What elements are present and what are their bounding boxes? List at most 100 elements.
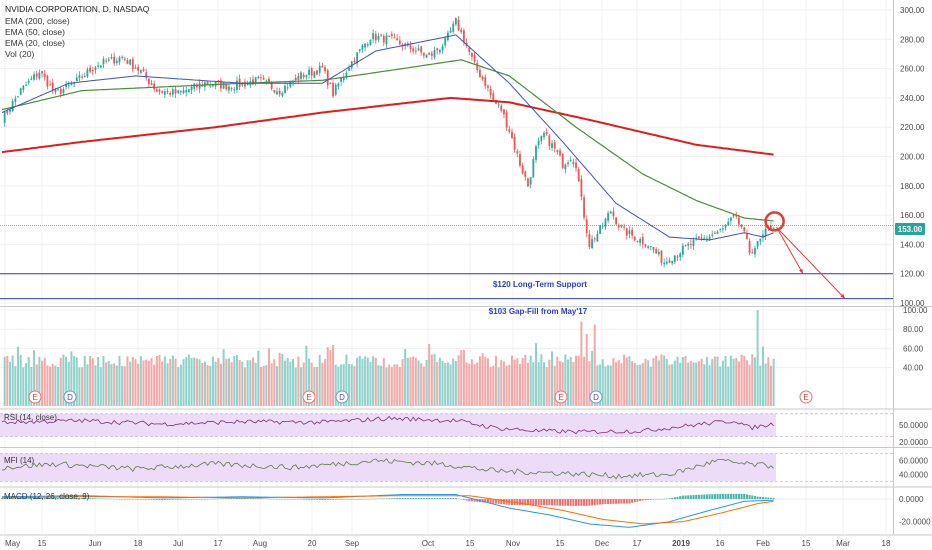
candle-body bbox=[126, 60, 129, 64]
candle-body bbox=[286, 87, 289, 89]
candle-body bbox=[649, 246, 652, 248]
macd-histogram-bar bbox=[593, 499, 596, 506]
mfi-pane-label[interactable]: MFI (14) bbox=[4, 456, 35, 465]
macd-histogram-bar bbox=[185, 499, 188, 500]
macd-histogram-bar bbox=[711, 494, 714, 500]
candle-body bbox=[532, 158, 535, 178]
time-tick-label: May bbox=[5, 539, 20, 548]
mfi-axis[interactable]: 60.0000 40.0000 bbox=[899, 457, 928, 480]
time-tick-label: Dec bbox=[595, 539, 609, 548]
ema-lines bbox=[1, 34, 774, 241]
macd-histogram-bar bbox=[70, 498, 73, 500]
macd-axis[interactable]: 0.0000 -20.0000 bbox=[899, 495, 931, 527]
candle-body bbox=[524, 171, 527, 178]
macd-histogram-bar bbox=[422, 498, 425, 500]
dividend-marker[interactable]: D bbox=[335, 390, 349, 404]
marker-circle bbox=[63, 390, 77, 404]
candle-body bbox=[609, 211, 612, 214]
candle-body bbox=[521, 165, 524, 174]
legend-ema50[interactable]: EMA (50, close) bbox=[5, 27, 65, 37]
volume-bar bbox=[697, 361, 700, 406]
candle-body bbox=[655, 248, 658, 254]
candle-body bbox=[177, 90, 180, 93]
candle-body bbox=[705, 238, 708, 240]
earnings-marker[interactable]: E bbox=[302, 390, 316, 404]
volume-bar bbox=[153, 364, 156, 406]
macd-histogram-bar bbox=[524, 499, 527, 506]
candle-body bbox=[340, 78, 342, 82]
macd-histogram-bar bbox=[369, 498, 372, 500]
macd-histogram-bar bbox=[559, 499, 562, 506]
macd-histogram-bar bbox=[548, 499, 551, 506]
macd-histogram-bar bbox=[623, 499, 626, 504]
macd-histogram-bar bbox=[305, 499, 308, 500]
macd-histogram-bar bbox=[163, 499, 166, 501]
macd-histogram-bar bbox=[604, 499, 607, 505]
volume-tick-label: 40.00 bbox=[903, 364, 924, 373]
earnings-marker[interactable]: E bbox=[554, 390, 568, 404]
macd-histogram-bar bbox=[772, 498, 775, 500]
price-axis[interactable]: 300.00 280.00 260.00 240.00 220.00 200.00 180.… bbox=[900, 6, 925, 308]
macd-pane-label[interactable]: MACD (12, 26, close, 9) bbox=[4, 492, 90, 501]
macd-histogram-bar bbox=[321, 499, 324, 501]
volume-bar bbox=[340, 364, 343, 406]
volume-bar bbox=[201, 362, 204, 406]
macd-histogram-bar bbox=[289, 499, 292, 500]
macd-histogram-bar bbox=[649, 499, 652, 500]
candle-body bbox=[537, 140, 540, 146]
candle-body bbox=[43, 73, 46, 78]
macd-histogram-bar bbox=[211, 498, 214, 500]
earnings-marker[interactable]: E bbox=[799, 390, 813, 404]
macd-histogram-bar bbox=[497, 499, 500, 504]
macd-histogram-bar bbox=[131, 499, 134, 500]
volume-bar bbox=[692, 362, 695, 406]
macd-histogram-bar bbox=[182, 499, 185, 500]
rsi-axis[interactable]: 50.0000 20.0000 bbox=[899, 421, 928, 447]
candle-body bbox=[607, 213, 609, 221]
dividend-marker[interactable]: D bbox=[63, 390, 77, 404]
macd-histogram-bar bbox=[633, 499, 636, 503]
macd-histogram-bar bbox=[1, 498, 3, 500]
marker-label: D bbox=[339, 393, 345, 402]
price-pane[interactable] bbox=[0, 0, 893, 306]
macd-histogram-bar bbox=[607, 499, 610, 505]
macd-histogram-bar bbox=[567, 499, 570, 506]
earnings-marker[interactable]: E bbox=[28, 390, 42, 404]
volume-bar bbox=[401, 359, 404, 406]
macd-histogram-bar bbox=[708, 494, 711, 500]
candle-body bbox=[190, 86, 193, 91]
volume-axis[interactable]: 100.00 80.00 60.00 40.00 bbox=[903, 306, 928, 373]
volume-bar bbox=[404, 349, 407, 406]
volume-bar bbox=[729, 355, 732, 406]
time-axis[interactable]: May 15 Jun 18 Jul 17 Aug 20 Sep Oct 15 Nov 15 Dec 17 20… bbox=[5, 539, 891, 548]
macd-histogram-bar bbox=[692, 495, 695, 500]
macd-histogram-bar bbox=[425, 498, 428, 500]
candle-body bbox=[121, 56, 124, 58]
volume-pane[interactable] bbox=[0, 306, 893, 408]
macd-histogram-bar bbox=[78, 498, 81, 500]
legend-ema200[interactable]: EMA (200, close) bbox=[5, 16, 70, 26]
macd-histogram-bar bbox=[601, 499, 604, 505]
dividend-marker[interactable]: D bbox=[589, 390, 603, 404]
volume-bar bbox=[177, 367, 180, 406]
rsi-pane-label[interactable]: RSI (14, close) bbox=[4, 413, 57, 422]
volume-bar bbox=[609, 365, 612, 406]
candle-body bbox=[273, 90, 276, 93]
legend-ema20[interactable]: EMA (20, close) bbox=[5, 38, 65, 48]
candle-body bbox=[67, 84, 70, 86]
legend-volume[interactable]: Vol (20) bbox=[5, 49, 34, 59]
mfi-tick-label: 40.0000 bbox=[899, 471, 928, 480]
macd-histogram-bar bbox=[727, 493, 730, 500]
candle-body bbox=[724, 225, 727, 228]
volume-bars bbox=[3, 310, 775, 406]
macd-histogram-bar bbox=[65, 498, 68, 500]
projection-arrows bbox=[764, 211, 846, 299]
candle-body bbox=[281, 93, 284, 96]
candle-body bbox=[527, 178, 529, 187]
candle-body bbox=[433, 50, 436, 58]
macd-histogram-bar bbox=[569, 499, 572, 506]
macd-histogram-bar bbox=[356, 499, 359, 500]
candle-body bbox=[174, 89, 177, 94]
candle-body bbox=[198, 83, 201, 89]
